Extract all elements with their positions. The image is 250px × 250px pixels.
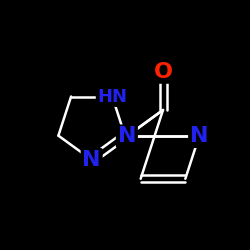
Text: N: N <box>82 150 101 170</box>
Text: O: O <box>154 62 172 82</box>
Text: N: N <box>118 126 136 146</box>
Text: HN: HN <box>97 88 127 106</box>
Text: N: N <box>190 126 208 146</box>
